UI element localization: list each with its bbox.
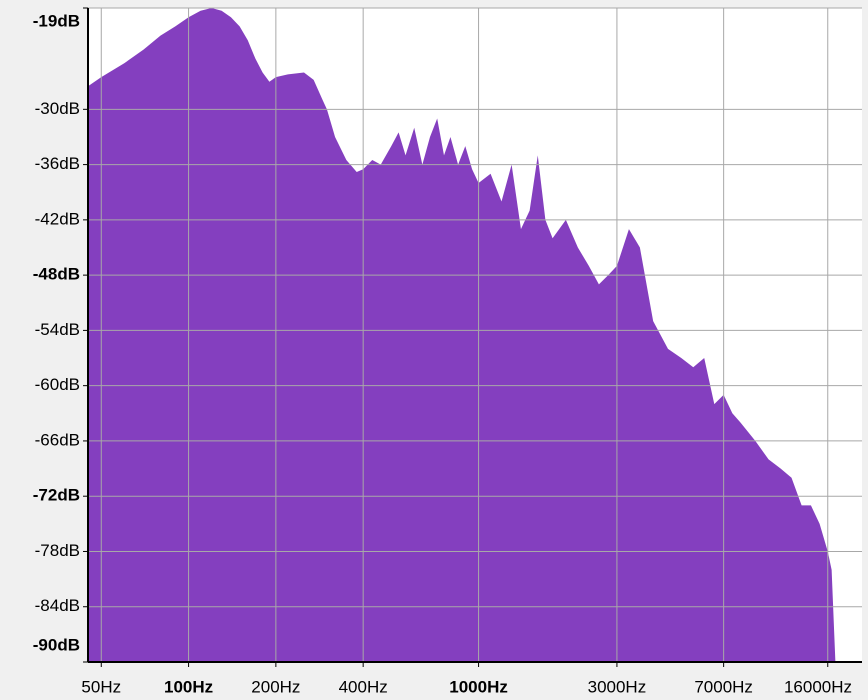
x-tick-label: 200Hz [251,677,300,696]
y-tick-label: -84dB [35,596,80,615]
y-tick-label: -90dB [33,635,80,654]
x-tick-label: 50Hz [81,677,121,696]
y-tick-label: -42dB [35,209,80,228]
x-tick-label: 100Hz [164,677,213,696]
x-tick-label: 3000Hz [588,677,647,696]
y-tick-label: -72dB [33,486,80,505]
x-tick-label: 400Hz [339,677,388,696]
y-tick-label: -36dB [35,154,80,173]
y-tick-label: -30dB [35,99,80,118]
y-tick-label: -19dB [33,11,80,30]
x-tick-label: 7000Hz [694,677,753,696]
y-tick-label: -66dB [35,430,80,449]
spectrum-area [88,8,836,662]
y-tick-label: -60dB [35,375,80,394]
y-tick-label: -78dB [35,541,80,560]
y-tick-label: -48dB [33,265,80,284]
x-tick-label: 16000Hz [784,677,852,696]
y-tick-label: -54dB [35,320,80,339]
x-tick-label: 1000Hz [449,677,508,696]
